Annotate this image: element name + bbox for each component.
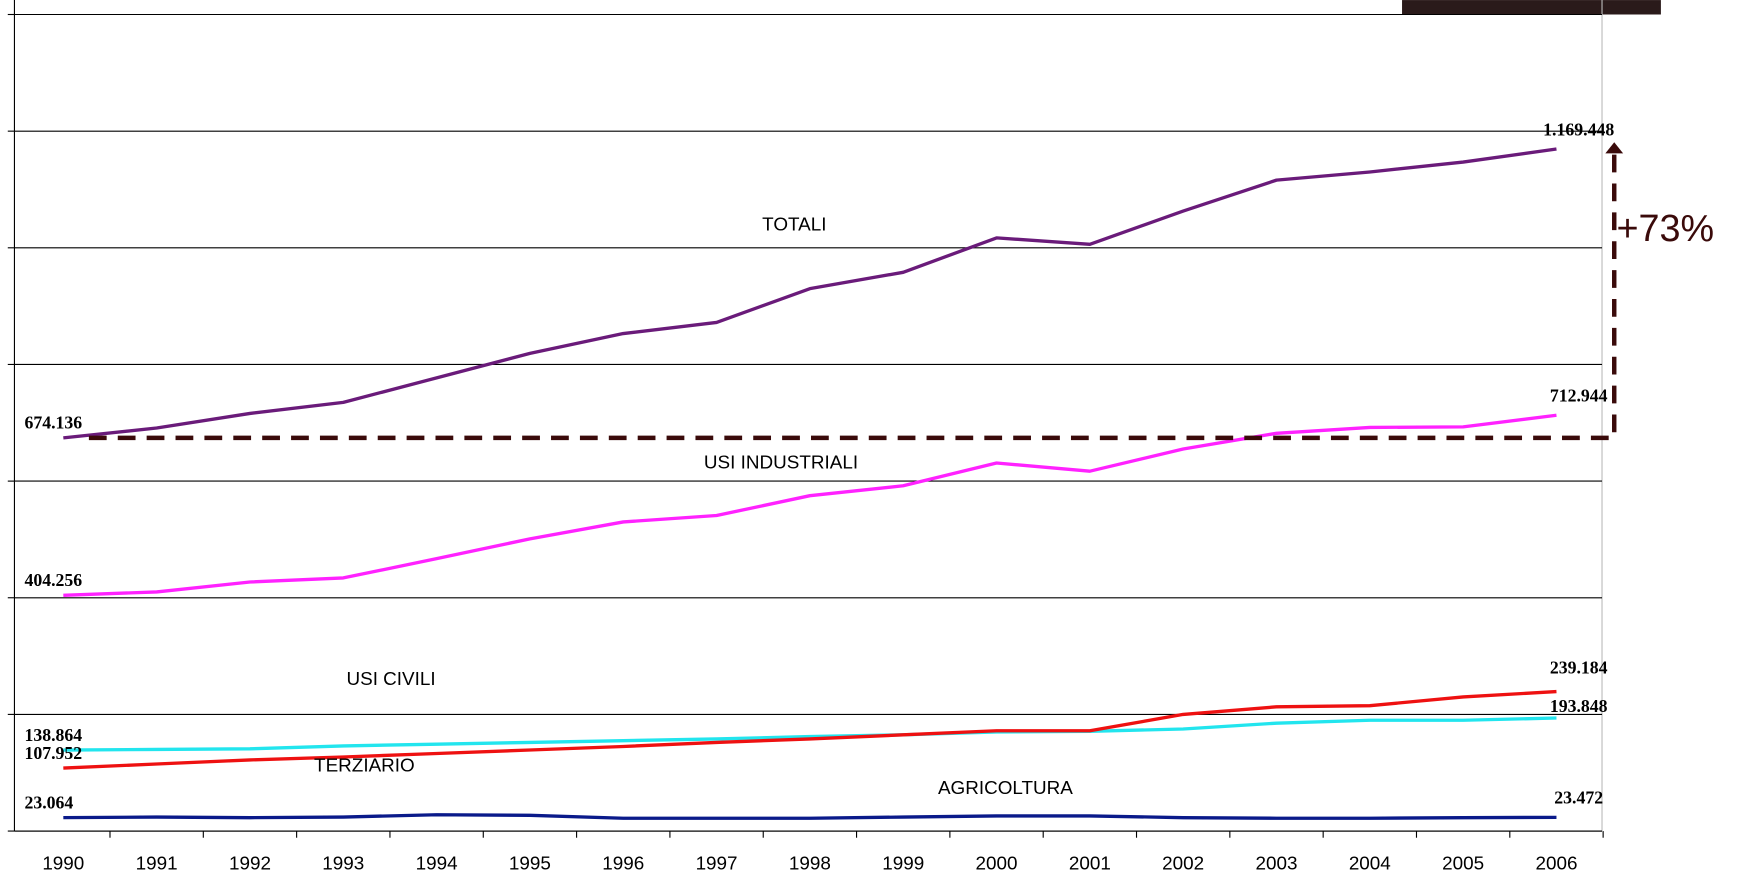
data-label: 239.184 [1550, 657, 1608, 677]
data-label: 1.169.448 [1543, 119, 1614, 139]
x-tick-label: 2001 [1069, 853, 1111, 874]
corner-image [1402, 0, 1661, 15]
x-tick-label: 1997 [696, 853, 738, 874]
series-line [63, 813, 1557, 820]
x-tick-label: 1999 [882, 853, 924, 874]
x-tick-label: 1993 [322, 853, 364, 874]
series-line [63, 413, 1557, 597]
series-name: USI CIVILI [346, 669, 435, 690]
data-label: 674.136 [24, 413, 82, 433]
series-name: USI INDUSTRIALI [704, 452, 858, 473]
x-tick-label: 1992 [229, 853, 271, 874]
x-tick-label: 2002 [1162, 853, 1204, 874]
x-tick-label: 1998 [789, 853, 831, 874]
growth-annotation: +73% [1616, 208, 1714, 250]
x-tick-label: 2006 [1535, 853, 1577, 874]
arrow-head [1605, 142, 1624, 154]
series-line [63, 689, 1557, 770]
data-label: 138.864 [24, 725, 82, 745]
data-label: 107.952 [24, 743, 82, 763]
data-label: 23.064 [24, 792, 73, 812]
series-name: TOTALI [762, 215, 826, 236]
x-tick-label: 1995 [509, 853, 551, 874]
x-tick-label: 2004 [1349, 853, 1391, 874]
series-line [63, 147, 1557, 440]
series-name: AGRICOLTURA [938, 778, 1073, 799]
x-tick-label: 1994 [416, 853, 458, 874]
series-name: TERZIARIO [314, 756, 415, 777]
x-tick-label: 2000 [976, 853, 1018, 874]
x-tick-label: 1991 [136, 853, 178, 874]
data-label: 23.472 [1554, 788, 1603, 808]
data-label: 712.944 [1550, 386, 1608, 406]
x-tick-label: 2003 [1256, 853, 1298, 874]
data-label: 404.256 [24, 570, 82, 590]
series-line [63, 716, 1557, 752]
x-tick-label: 2005 [1442, 853, 1484, 874]
x-tick-label: 1996 [602, 853, 644, 874]
x-tick-label: 1990 [42, 853, 84, 874]
growth-arrow [88, 153, 1617, 441]
data-label: 193.848 [1550, 696, 1608, 716]
